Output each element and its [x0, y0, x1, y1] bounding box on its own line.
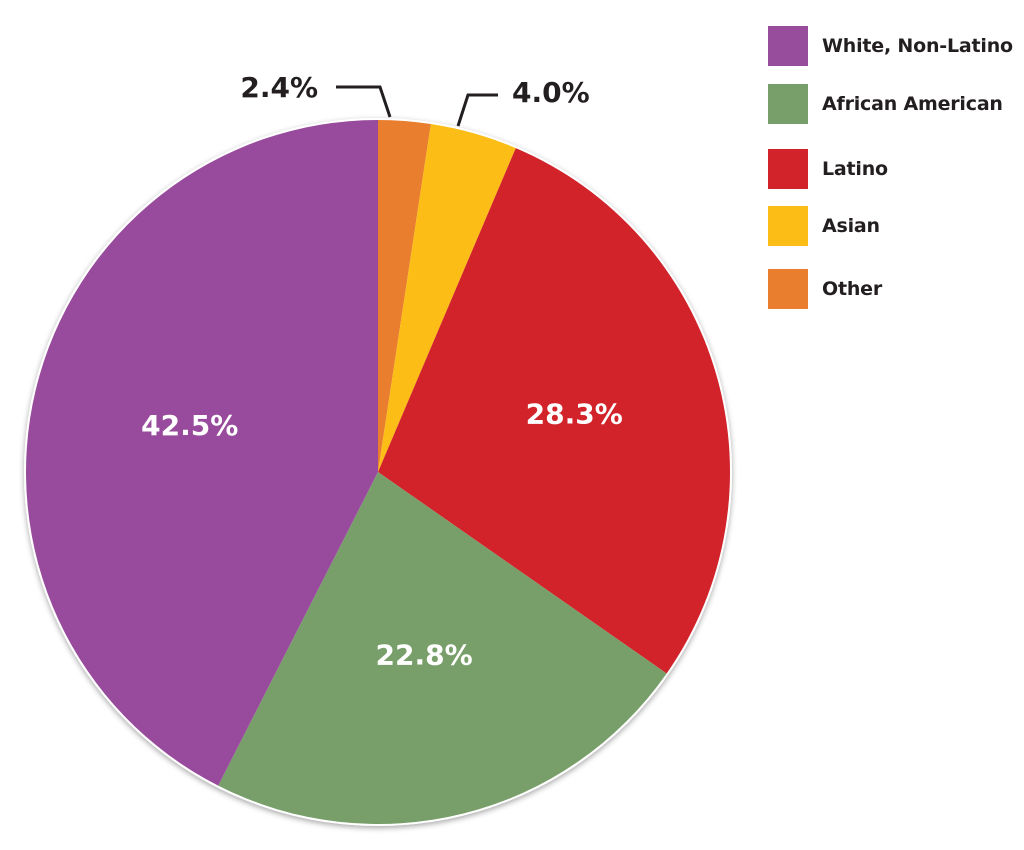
legend-label-african-american: African American: [822, 93, 1003, 115]
callout-line-asian: [456, 93, 498, 127]
legend-item-latino: Latino: [768, 149, 888, 189]
legend-swatch-white-non-latino: [768, 26, 808, 66]
pie-slice-other: [378, 120, 431, 472]
slice-label-african-american: 22.8%: [376, 638, 473, 671]
legend-label-white-non-latino: White, Non-Latino: [822, 35, 1013, 57]
legend-label-latino: Latino: [822, 158, 888, 180]
legend-item-white-non-latino: White, Non-Latino: [768, 26, 1013, 66]
legend-item-other: Other: [768, 269, 882, 309]
legend-label-asian: Asian: [822, 215, 880, 237]
pie-slice-white-non-latino: [25, 120, 378, 786]
callout-label-asian: 4.0%: [512, 76, 590, 109]
slice-label-white-non-latino: 42.5%: [141, 409, 238, 442]
legend-swatch-other: [768, 269, 808, 309]
pie-slice-asian: [378, 123, 516, 473]
legend-item-asian: Asian: [768, 206, 880, 246]
legend-swatch-latino: [768, 149, 808, 189]
legend-label-other: Other: [822, 278, 883, 300]
slice-label-latino: 28.3%: [526, 398, 623, 431]
legend-swatch-asian: [768, 206, 808, 246]
legend-item-african-american: African American: [768, 84, 1003, 124]
pie-slice-african-american: [218, 472, 667, 824]
callout-line-other: [336, 85, 392, 118]
callout-label-other: 2.4%: [240, 71, 318, 104]
legend-swatch-african-american: [768, 84, 808, 124]
pie-slice-latino: [378, 148, 731, 674]
